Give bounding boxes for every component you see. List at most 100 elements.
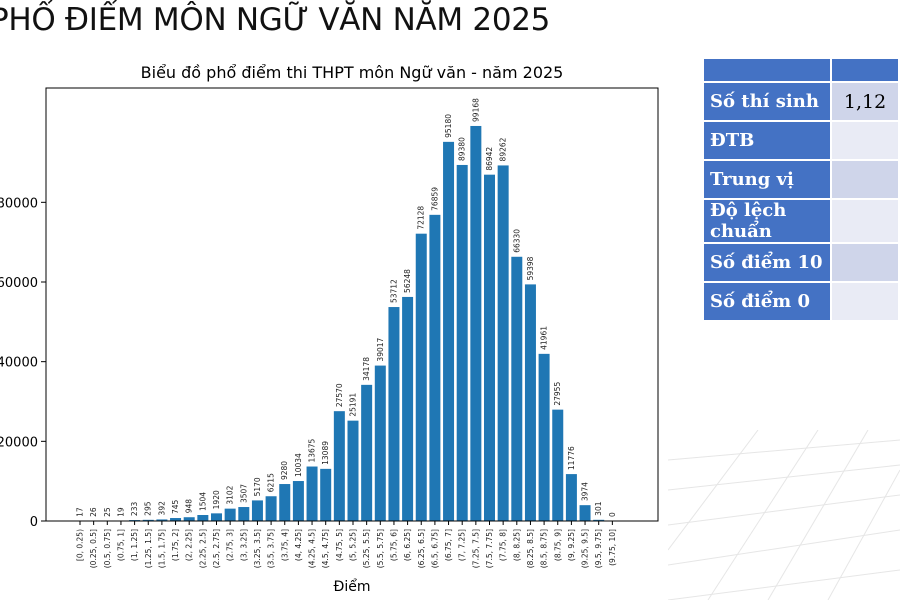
x-tick-label: (9, 9.25]: [567, 529, 576, 561]
x-tick-label: (7.25, 7.5]: [471, 529, 480, 568]
x-tick-label: (5.75, 6]: [389, 529, 398, 561]
bar-value-label: 76859: [430, 187, 439, 211]
row-value: [832, 161, 900, 200]
histogram-bar: [511, 257, 522, 521]
histogram-bar: [539, 354, 550, 521]
decorative-grid: [668, 430, 900, 600]
x-tick-label: (1, 1.25]: [130, 529, 139, 561]
x-tick-label: (1.25, 1.5]: [144, 529, 153, 568]
histogram-bar: [416, 234, 427, 521]
x-tick-label: (9.75, 10]: [608, 529, 617, 566]
bar-value-label: 0: [608, 512, 617, 517]
row-value: [832, 283, 900, 322]
histogram-bar: [334, 411, 345, 521]
y-tick-label: 40000: [0, 356, 38, 371]
bar-value-label: 11776: [567, 446, 576, 470]
row-value: [832, 200, 900, 244]
bar-value-label: 34178: [362, 357, 371, 381]
bar-value-label: 233: [130, 502, 139, 517]
x-tick-label: (8.5, 8.75]: [540, 529, 549, 568]
bar-value-label: 66330: [512, 229, 521, 253]
x-tick-label: (1.75, 2]: [171, 529, 180, 561]
histogram-bar: [361, 385, 372, 521]
histogram-bar: [470, 126, 481, 521]
x-tick-label: (7.5, 7.75]: [485, 529, 494, 568]
x-tick-label: (4.25, 4.5]: [308, 529, 317, 568]
x-tick-label: (3.5, 3.75]: [267, 529, 276, 568]
x-tick-label: [0, 0.25): [76, 529, 85, 561]
table-row-median: Trung vị: [704, 161, 900, 200]
bar-value-label: 99168: [471, 98, 480, 122]
histogram-bar: [457, 165, 468, 521]
table-row-average: ĐTB: [704, 122, 900, 161]
y-tick-label: 80000: [0, 196, 38, 211]
row-value: 1,12: [832, 83, 900, 122]
x-tick-label: (8.75, 9]: [553, 529, 562, 561]
histogram-bar: [279, 484, 290, 521]
y-tick-label: 0: [30, 515, 38, 530]
bar-value-label: 6215: [267, 473, 276, 492]
histogram-bar: [388, 307, 399, 521]
bar-value-label: 3974: [581, 482, 590, 501]
table-row-score-0: Số điểm 0: [704, 283, 900, 322]
bar-value-label: 1920: [212, 490, 221, 509]
bar-value-label: 25191: [349, 393, 358, 417]
slide-title: PHỔ ĐIỂM MÔN NGỮ VĂN NĂM 2025: [0, 2, 550, 38]
table-row-std-dev: Độ lệch chuẩn: [704, 200, 900, 244]
bar-value-label: 72128: [417, 206, 426, 230]
chart-panel: Biểu đồ phổ điểm thi THPT môn Ngữ văn - …: [0, 50, 668, 600]
x-tick-label: (6, 6.25]: [403, 529, 412, 561]
histogram-bar: [252, 500, 263, 521]
y-tick-label: 20000: [0, 435, 38, 450]
x-tick-label: (2.75, 3]: [226, 529, 235, 561]
histogram-bar: [566, 474, 577, 521]
x-tick-label: (9.5, 9.75]: [594, 529, 603, 568]
row-label: Số thí sinh: [704, 83, 832, 122]
row-value: [832, 244, 900, 283]
table-row-score-10: Số điểm 10: [704, 244, 900, 283]
x-tick-label: (0.75, 1]: [116, 529, 125, 561]
histogram-chart: Biểu đồ phổ điểm thi THPT môn Ngữ văn - …: [0, 50, 668, 600]
x-tick-label: (7, 7.25]: [458, 529, 467, 561]
bar-value-label: 745: [171, 499, 180, 514]
bar-value-label: 89380: [458, 137, 467, 161]
x-tick-label: (6.5, 6.75]: [430, 529, 439, 568]
histogram-bar: [443, 142, 454, 521]
bar-value-label: 89262: [499, 137, 508, 161]
table-header-row: [704, 59, 900, 83]
histogram-bar: [197, 515, 208, 521]
x-tick-label: (8.25, 8.5]: [526, 529, 535, 568]
x-tick-label: (5, 5.25]: [349, 529, 358, 561]
bar-value-label: 26: [89, 507, 98, 517]
stats-table: Số thí sinh 1,12 ĐTB Trung vị Độ lệch ch…: [704, 59, 900, 322]
bar-value-label: 19: [116, 507, 125, 517]
bar-value-label: 5170: [253, 477, 262, 496]
histogram-bar: [293, 481, 304, 521]
histogram-bar: [580, 505, 591, 521]
x-tick-label: (9.25, 9.5]: [581, 529, 590, 568]
histogram-bar: [307, 467, 318, 521]
x-tick-label: (4.5, 4.75]: [321, 529, 330, 568]
bar-value-label: 41961: [540, 326, 549, 350]
x-tick-label: (5.5, 5.75]: [376, 529, 385, 568]
x-tick-label: (2, 2.25]: [185, 529, 194, 561]
x-tick-label: (7.75, 8]: [499, 529, 508, 561]
histogram-bar: [525, 284, 536, 521]
bar-value-label: 53712: [389, 279, 398, 303]
bar-value-label: 295: [144, 501, 153, 516]
bar-value-label: 948: [185, 499, 194, 514]
bar-value-label: 17: [76, 507, 85, 517]
chart-title: Biểu đồ phổ điểm thi THPT môn Ngữ văn - …: [141, 63, 564, 82]
x-tick-label: (0.5, 0.75]: [103, 529, 112, 568]
bar-value-label: 59398: [526, 256, 535, 280]
x-tick-label: (8, 8.25]: [512, 529, 521, 561]
bar-value-label: 13089: [321, 441, 330, 465]
bar-value-label: 27955: [553, 382, 562, 406]
histogram-bar: [225, 509, 236, 521]
bar-value-label: 10034: [294, 453, 303, 477]
x-tick-label: (3, 3.25]: [239, 529, 248, 561]
bar-value-label: 3102: [226, 485, 235, 504]
x-tick-label: (1.5, 1.75]: [157, 529, 166, 568]
x-tick-label: (4, 4.25]: [294, 529, 303, 561]
histogram-bar: [266, 496, 277, 521]
